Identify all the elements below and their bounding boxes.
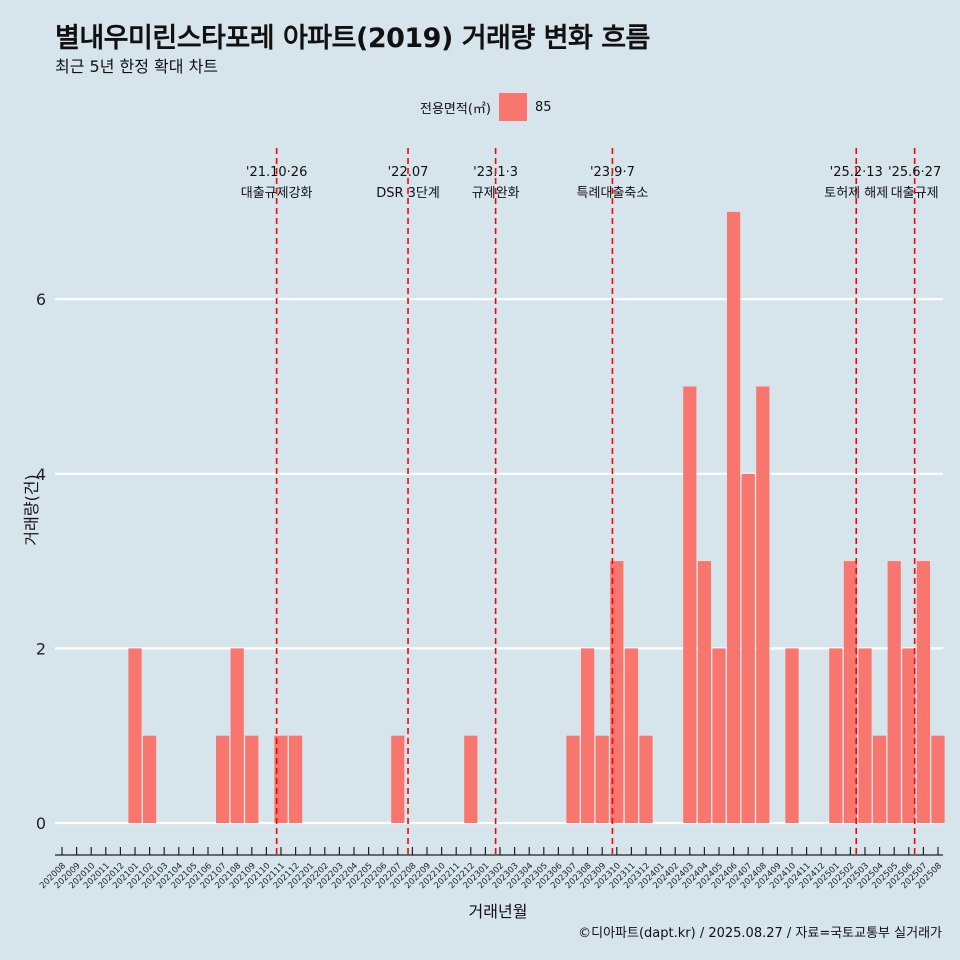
bar-202307 (566, 735, 580, 823)
bar-202403 (683, 386, 697, 823)
bar-202310 (610, 561, 624, 823)
annotation-date: '23.1·3 (473, 165, 518, 180)
y-tick-label: 2 (36, 639, 46, 658)
bar-202308 (581, 648, 595, 823)
bar-202406 (727, 211, 741, 823)
x-axis-label: 거래년월 (468, 902, 528, 921)
bar-202505 (887, 561, 901, 823)
bar-202102 (143, 735, 157, 823)
y-tick-label: 6 (36, 290, 46, 309)
legend-title: 전용면적(㎡) (420, 101, 491, 117)
annotation-date: '25.2·13 (830, 165, 883, 180)
bar-202408 (756, 386, 770, 823)
bar-202108 (230, 648, 244, 823)
bar-202501 (829, 648, 843, 823)
bar-202312 (639, 735, 653, 823)
bar-202101 (128, 648, 142, 823)
bar-202207 (391, 735, 405, 823)
bar-202109 (245, 735, 259, 823)
bar-202311 (624, 648, 638, 823)
legend: 전용면적(㎡) 85 (420, 92, 552, 122)
y-axis-label: 거래량(건) (22, 474, 41, 546)
y-tick-label: 4 (36, 465, 46, 484)
source-caption: ©디아파트(dapt.kr) / 2025.08.27 / 자료=국토교통부 실… (578, 926, 942, 941)
legend-swatch (498, 93, 527, 121)
bar-202508 (931, 735, 945, 823)
bar-202410 (785, 648, 799, 823)
bar-202212 (464, 735, 478, 823)
annotation-label: 대출규제 (891, 186, 939, 201)
bar-202309 (595, 735, 609, 823)
bar-202504 (873, 735, 887, 823)
annotation-label: 특례대출축소 (577, 186, 649, 201)
bar-202405 (712, 648, 726, 823)
annotation-date: '25.6·27 (888, 165, 941, 180)
bar-202404 (697, 561, 711, 823)
bar-202112 (289, 735, 303, 823)
bar-202506 (902, 648, 916, 823)
annotation-label: 토허제 해제 (824, 186, 888, 201)
y-tick-label: 0 (36, 814, 46, 833)
bar-202407 (741, 473, 755, 823)
bar-202503 (858, 648, 872, 823)
annotation-label: 대출규제강화 (241, 186, 313, 201)
bar-202502 (843, 561, 857, 823)
bar-202107 (216, 735, 230, 823)
chart-title: 별내우미린스타포레 아파트(2019) 거래량 변화 흐름 (55, 23, 650, 54)
chart-subtitle: 최근 5년 한정 확대 차트 (55, 57, 219, 76)
annotation-label: 규제완화 (472, 186, 520, 201)
annotation-date: '21.10·26 (246, 165, 307, 180)
annotation-label: DSR 3단계 (376, 186, 440, 201)
annotation-date: '23.9·7 (590, 165, 635, 180)
annotation-date: '22.07 (388, 165, 429, 180)
bar-202507 (916, 561, 930, 823)
legend-label: 85 (534, 99, 552, 115)
bar-202111 (274, 735, 288, 823)
